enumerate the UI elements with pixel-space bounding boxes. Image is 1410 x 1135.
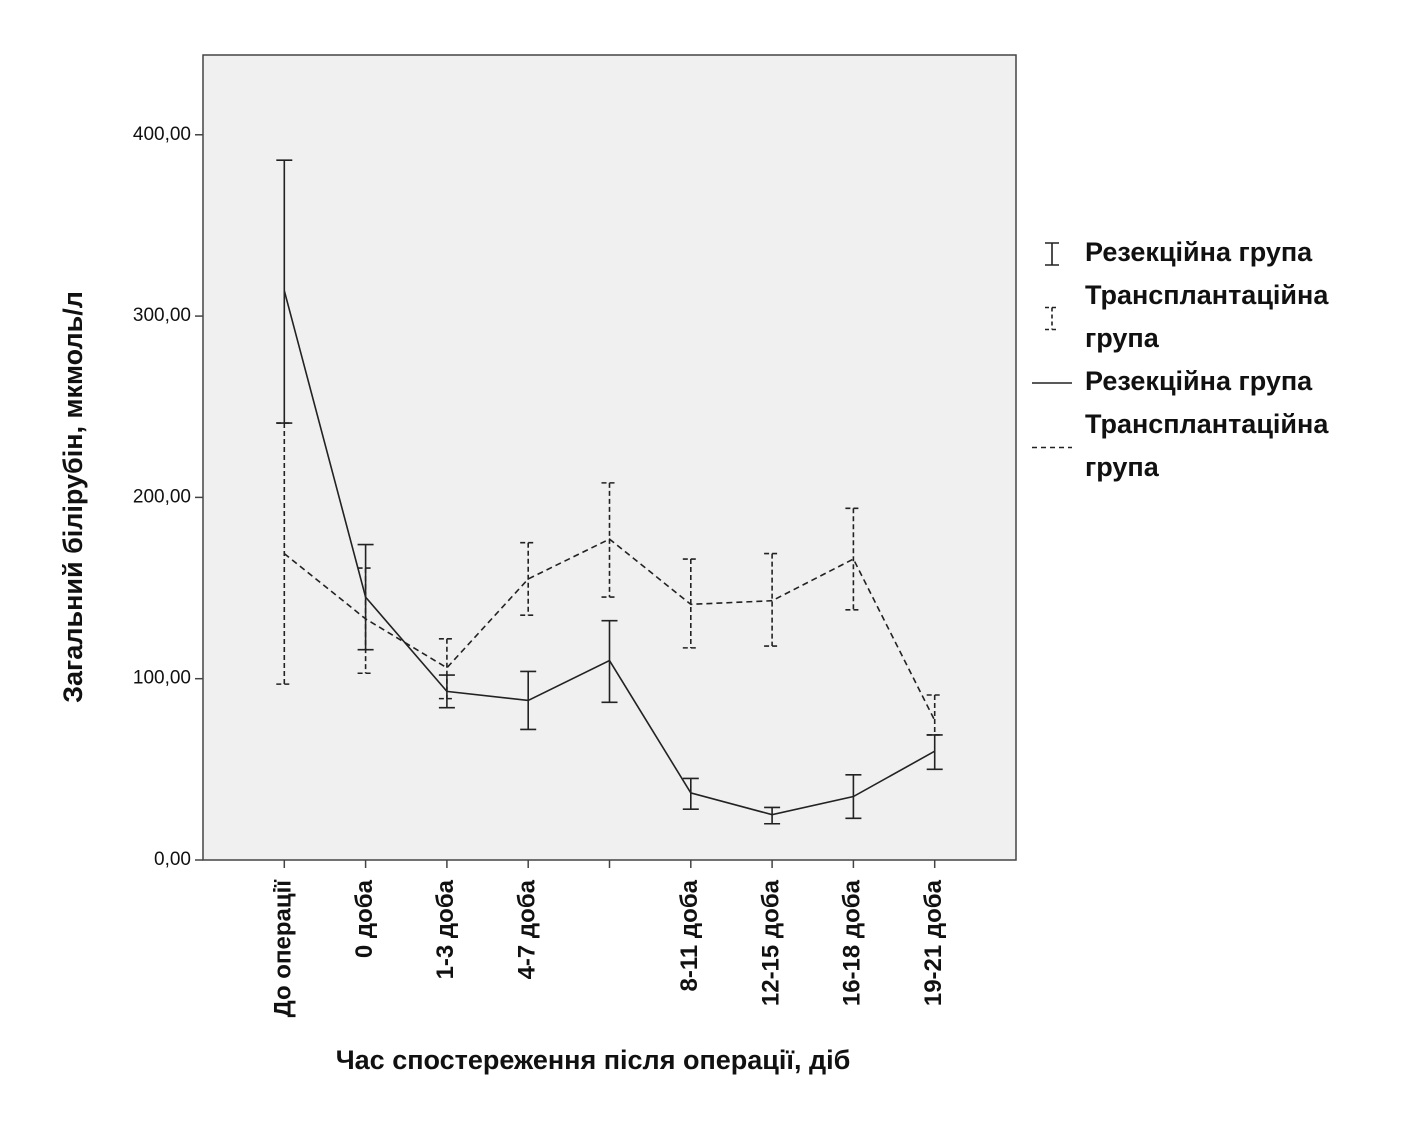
- x-tick-label: 16-18 доба: [839, 879, 866, 1006]
- error-bar: [438, 638, 455, 700]
- error-bar: [520, 541, 537, 617]
- legend-label: Резекційна група: [1085, 237, 1313, 267]
- error-bar: [764, 552, 781, 647]
- error-bar: [764, 806, 781, 825]
- x-axis-title: Час спостереження після операції, діб: [336, 1045, 851, 1075]
- x-tick-label: 0 доба: [351, 879, 378, 958]
- legend-label: Резекційна група: [1085, 366, 1313, 396]
- error-bar: [520, 670, 537, 731]
- error-bar: [357, 567, 374, 675]
- x-tick-label: 1-3 доба: [432, 879, 459, 979]
- error-bar: [276, 422, 293, 685]
- y-axis-title: Загальний білірубін, мкмоль/л: [58, 291, 88, 703]
- legend-label: Трансплантаційна група: [1085, 280, 1329, 353]
- x-tick-label: 19-21 доба: [920, 879, 947, 1006]
- error-bar: [601, 482, 618, 598]
- y-tick-label: 400,00: [133, 124, 191, 145]
- error-bar: [926, 694, 943, 736]
- plot-area: [202, 54, 1017, 861]
- y-tick-label: 200,00: [133, 486, 191, 507]
- y-tick-label: 0,00: [154, 849, 191, 870]
- legend-symbol: [1045, 306, 1059, 331]
- legend-label: Трансплантаційна група: [1085, 409, 1329, 482]
- x-tick-label: До операції: [270, 879, 297, 1018]
- x-tick-label: 8-11 доба: [676, 879, 703, 991]
- error-bar: [682, 558, 699, 649]
- x-tick-label: 4-7 доба: [514, 879, 541, 979]
- error-bar: [601, 619, 618, 704]
- legend-symbol: [1045, 242, 1059, 266]
- x-tick-label: 12-15 доба: [757, 879, 784, 1006]
- y-tick-label: 100,00: [133, 668, 191, 689]
- error-bar: [845, 773, 862, 820]
- error-bar: [845, 507, 862, 611]
- y-tick-label: 300,00: [133, 305, 191, 326]
- error-bar: [682, 777, 699, 811]
